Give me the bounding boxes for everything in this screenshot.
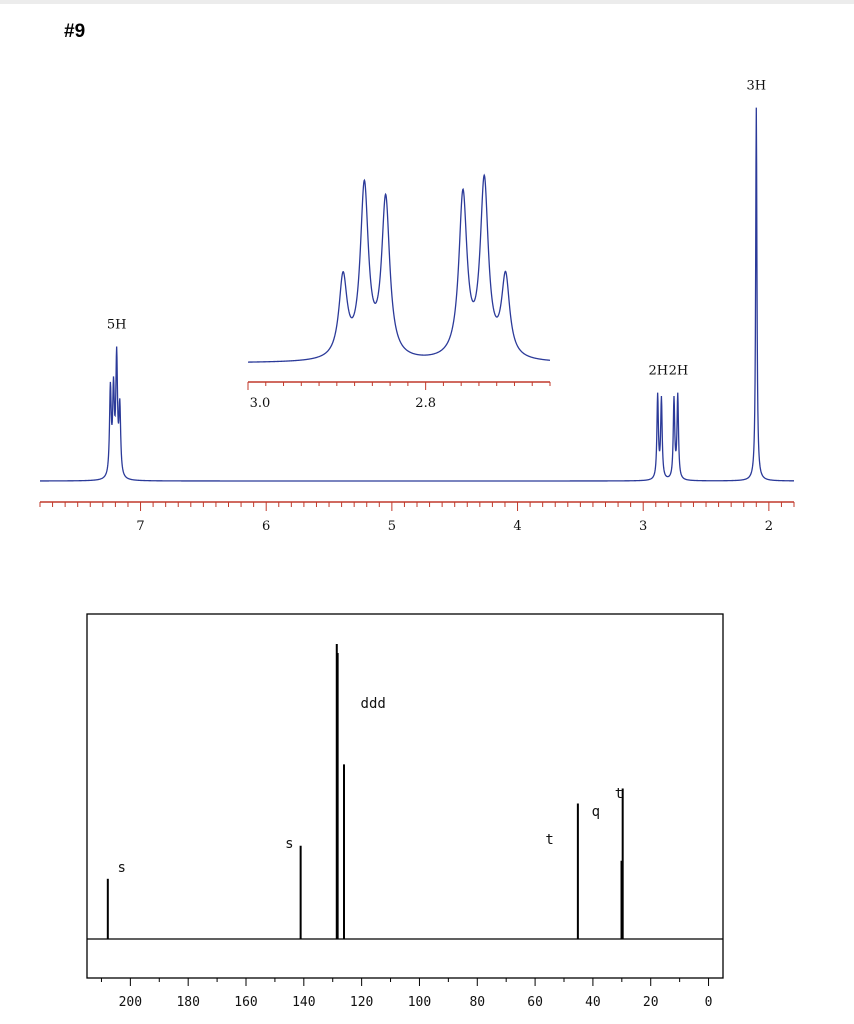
inset-spectrum-line xyxy=(248,173,551,363)
h1-integration-label: 5H xyxy=(107,318,127,333)
c13-multiplicity-label: t xyxy=(545,832,553,848)
h1-tick-labels: 7 6 5 4 3 2 xyxy=(136,519,773,534)
c13-tick-label: 140 xyxy=(292,995,315,1010)
top-border xyxy=(0,0,854,4)
h1-inset-expansion: 3.0 2.8 xyxy=(247,173,551,411)
c13-multiplicity-label: ddd xyxy=(361,696,386,712)
problem-label: #9 xyxy=(64,21,86,42)
h1-tick-label: 4 xyxy=(513,519,521,534)
h1-tick-label: 6 xyxy=(262,519,270,534)
c13-x-axis-ticks xyxy=(100,978,710,986)
c13-tick-label: 40 xyxy=(585,995,601,1010)
h1-integration-label: 2H xyxy=(669,364,689,379)
c13-tick-label: 20 xyxy=(643,995,659,1010)
c13-tick-labels: 200 180 160 140 120 100 80 60 40 20 0 xyxy=(119,995,713,1010)
inset-tick-label: 2.8 xyxy=(415,396,436,411)
c13-multiplicity-label: s xyxy=(285,836,293,852)
inset-tick-labels: 3.0 2.8 xyxy=(250,396,436,411)
c13-plot-frame xyxy=(86,613,724,979)
h1-nmr-spectrum: 7 6 5 4 3 2 5H 2H 2H 3H 3.0 2.8 xyxy=(39,80,795,534)
c13-tick-label: 200 xyxy=(119,995,142,1010)
c13-tick-label: 100 xyxy=(408,995,431,1010)
c13-tick-label: 0 xyxy=(705,995,713,1010)
h1-tick-label: 5 xyxy=(388,519,396,534)
h1-tick-label: 7 xyxy=(136,519,144,534)
inset-x-axis xyxy=(247,381,551,390)
h1-integration-labels: 5H 2H 2H 3H xyxy=(107,80,766,379)
c13-tick-label: 120 xyxy=(350,995,373,1010)
c13-tick-label: 60 xyxy=(527,995,543,1010)
c13-tick-label: 160 xyxy=(234,995,257,1010)
h1-spectrum-line xyxy=(40,107,794,482)
inset-tick-label: 3.0 xyxy=(250,396,271,411)
c13-multiplicity-label: t xyxy=(615,786,623,802)
h1-tick-label: 3 xyxy=(639,519,647,534)
h1-integration-label: 2H xyxy=(648,364,668,379)
c13-multiplicity-label: q xyxy=(592,804,600,820)
c13-peaks xyxy=(106,644,624,939)
h1-x-axis xyxy=(39,501,795,511)
h1-integration-label: 3H xyxy=(746,80,766,94)
c13-multiplicity-label: s xyxy=(117,860,125,876)
h1-tick-label: 2 xyxy=(765,519,773,534)
c13-tick-label: 180 xyxy=(176,995,199,1010)
c13-tick-label: 80 xyxy=(469,995,485,1010)
